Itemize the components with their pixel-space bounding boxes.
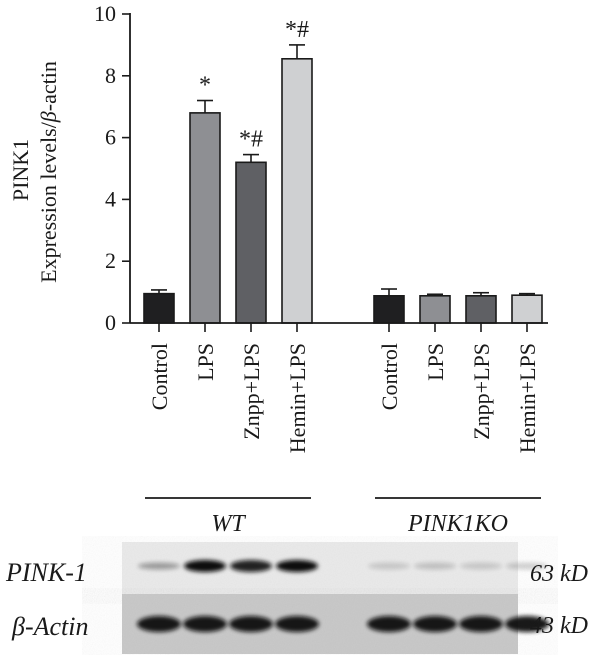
blot-band-actin	[459, 616, 503, 632]
bar	[373, 295, 405, 324]
blot-label-pink1: PINK-1	[5, 558, 87, 587]
blot-panel-pink1	[122, 542, 518, 598]
blot-band-actin	[413, 616, 457, 632]
y-axis-title-pre: Expression levels/	[36, 121, 61, 283]
blot-band-actin	[137, 616, 181, 632]
y-tick-label: 10	[94, 1, 116, 26]
bar	[419, 295, 451, 324]
x-tick-label: Control	[147, 343, 172, 410]
blot-band-pink1	[506, 562, 548, 570]
y-tick-label: 2	[105, 248, 116, 273]
bar	[143, 292, 175, 324]
bar	[189, 112, 221, 324]
blot-size-actin: 43 kD	[530, 613, 588, 639]
blot-panel-actin	[122, 594, 518, 654]
x-tick-label: Hemin+LPS	[515, 343, 540, 453]
y-tick-label: 8	[105, 63, 116, 88]
blot-label-actin: β-Actin	[11, 612, 88, 641]
blot-band-actin	[183, 616, 227, 632]
significance-mark: *#	[285, 17, 309, 43]
blot-band-actin	[229, 616, 273, 632]
bars: * *# *#	[143, 17, 543, 324]
significance-mark: *	[199, 73, 211, 99]
y-tick-label: 4	[105, 186, 116, 211]
y-axis-title-line1: PINK1	[8, 139, 33, 201]
y-axis-title-line2: Expression levels/β-actin	[36, 61, 61, 283]
bar	[281, 58, 313, 324]
blot-bands	[137, 560, 549, 632]
bar	[465, 295, 497, 324]
blot-band-actin	[505, 616, 549, 632]
y-tick-label: 0	[105, 310, 116, 335]
group-label: PINK1KO	[407, 511, 508, 537]
x-tick-label: Hemin+LPS	[285, 343, 310, 453]
y-axis-title-beta: β	[36, 111, 61, 123]
y-axis: 0 2 4 6 8 10	[94, 1, 130, 335]
x-tick-label: LPS	[423, 343, 448, 381]
x-tick-label: Control	[377, 343, 402, 410]
blot-band-pink1	[414, 562, 456, 570]
axes	[129, 13, 548, 324]
western-blot: PINK-1 β-Actin 63 kD 43 kD	[5, 542, 588, 654]
x-tick-label: LPS	[193, 343, 218, 381]
y-axis-title-post: -actin	[36, 61, 61, 111]
blot-band-pink1	[368, 562, 410, 570]
y-tick-label: 6	[105, 125, 116, 150]
blot-band-actin	[275, 616, 319, 632]
x-tick-label: Znpp+LPS	[239, 343, 264, 440]
blot-band-pink1	[138, 562, 180, 570]
blot-band-pink1	[460, 562, 502, 570]
blot-band-actin	[367, 616, 411, 632]
bar	[511, 294, 543, 324]
blot-band-pink1	[230, 560, 272, 572]
x-axis-labels: Control LPS Znpp+LPS Hemin+LPS Control LPS Znp…	[147, 323, 540, 453]
group-label: WT	[211, 511, 246, 537]
blot-band-pink1	[184, 560, 226, 572]
group-labels: WT PINK1KO	[145, 497, 541, 537]
blot-size-pink1: 63 kD	[530, 561, 588, 587]
x-tick-label: Znpp+LPS	[469, 343, 494, 440]
bar	[235, 161, 267, 324]
blot-band-pink1	[276, 560, 318, 572]
significance-mark: *#	[239, 127, 263, 153]
